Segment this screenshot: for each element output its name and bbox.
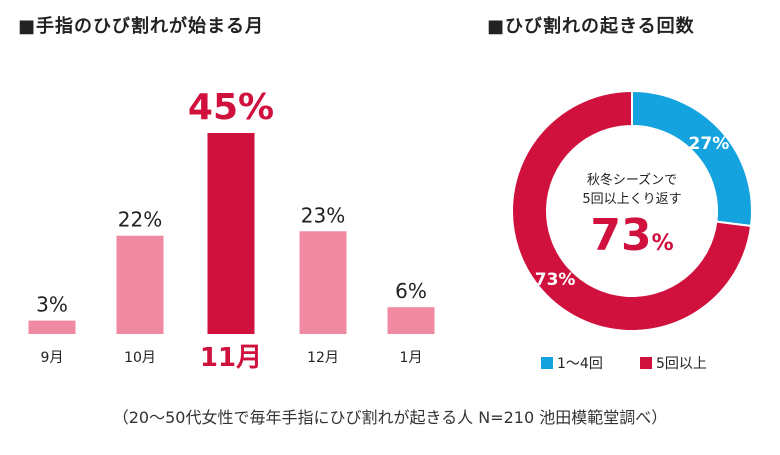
legend-item-5plus: 5回以上 [640,353,707,373]
donut-slice-label-0: 27% [689,134,730,154]
bar-0 [28,320,76,334]
bar-category-label-1: 10月 [124,350,156,366]
bar-category-label-0: 9月 [41,350,64,366]
legend-swatch-red [640,357,652,369]
bar-value-label-1: 22% [118,208,162,232]
donut-center-number: 73 [590,210,652,261]
donut-slice-1 [511,89,753,332]
donut-chart-title: ■ひび割れの起きる回数 [487,16,695,37]
bar-category-label-2: 11月 [200,343,262,373]
legend-label-5plus: 5回以上 [656,356,707,372]
bar-3 [299,231,347,334]
bar-value-label-4: 6% [395,279,427,303]
legend-label-1-4: 1～4回 [557,356,603,372]
bar-chart-title: ■手指のひび割れが始まる月 [18,16,265,37]
donut-center-line-2: 5回以上くり返す [582,192,682,207]
legend-swatch-blue [541,357,553,369]
legend-item-1-4: 1～4回 [541,353,603,373]
bar-1 [116,235,164,334]
bar-value-label-0: 3% [36,293,68,317]
bar-2 [207,133,255,334]
donut-center-line-1: 秋冬シーズンで [586,173,678,188]
bar-value-label-3: 23% [301,203,345,227]
bar-category-label-4: 1月 [400,350,423,366]
donut-slice-label-1: 73% [535,270,576,290]
bar-category-label-3: 12月 [307,350,339,366]
donut-center-value: 73% [562,212,702,268]
footnote: （20～50代女性で毎年手指にひび割れが起きる人 N=210 池田模範堂調べ） [112,408,668,427]
donut-center-unit: % [651,231,674,256]
bar-value-label-2: 45% [188,87,274,128]
bar-4 [387,307,435,334]
